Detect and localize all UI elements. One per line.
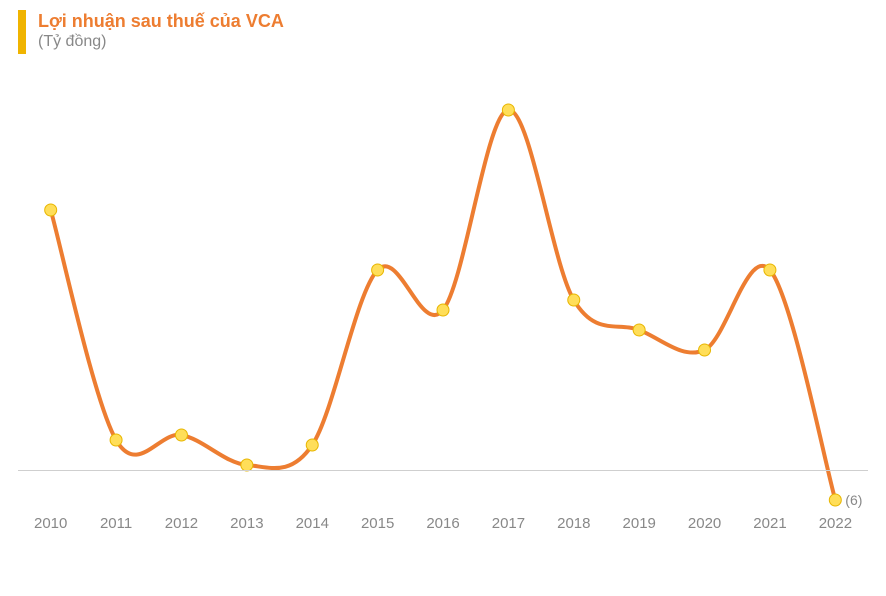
data-point — [502, 104, 514, 116]
x-axis-labels: 2010201120122013201420152016201720182019… — [18, 515, 868, 532]
x-axis-label: 2013 — [214, 515, 279, 532]
data-point — [110, 434, 122, 446]
chart-title: Lợi nhuận sau thuế của VCA — [38, 10, 284, 32]
chart-subtitle: (Tỷ đồng) — [38, 32, 284, 52]
last-point-label: (6) — [845, 492, 862, 508]
x-axis-label: 2012 — [149, 515, 214, 532]
x-axis-label: 2015 — [345, 515, 410, 532]
data-point — [45, 204, 57, 216]
x-axis-label: 2010 — [18, 515, 83, 532]
data-point — [633, 324, 645, 336]
x-axis-label: 2011 — [83, 515, 148, 532]
x-axis-label: 2019 — [607, 515, 672, 532]
data-point — [699, 344, 711, 356]
x-axis-label: 2022 — [803, 515, 868, 532]
chart-header: Lợi nhuận sau thuế của VCA (Tỷ đồng) — [18, 10, 284, 54]
accent-bar — [18, 10, 26, 54]
x-axis-label: 2017 — [476, 515, 541, 532]
baseline — [18, 470, 868, 471]
x-axis-label: 2020 — [672, 515, 737, 532]
line-chart-svg — [18, 70, 868, 530]
x-axis-label: 2021 — [737, 515, 802, 532]
data-point — [764, 264, 776, 276]
data-point — [568, 294, 580, 306]
data-point — [437, 304, 449, 316]
data-point — [175, 429, 187, 441]
title-block: Lợi nhuận sau thuế của VCA (Tỷ đồng) — [38, 10, 284, 52]
data-point — [372, 264, 384, 276]
data-point — [829, 494, 841, 506]
x-axis-label: 2016 — [410, 515, 475, 532]
chart-area: 2010201120122013201420152016201720182019… — [18, 70, 868, 530]
x-axis-label: 2018 — [541, 515, 606, 532]
data-point — [306, 439, 318, 451]
x-axis-label: 2014 — [280, 515, 345, 532]
